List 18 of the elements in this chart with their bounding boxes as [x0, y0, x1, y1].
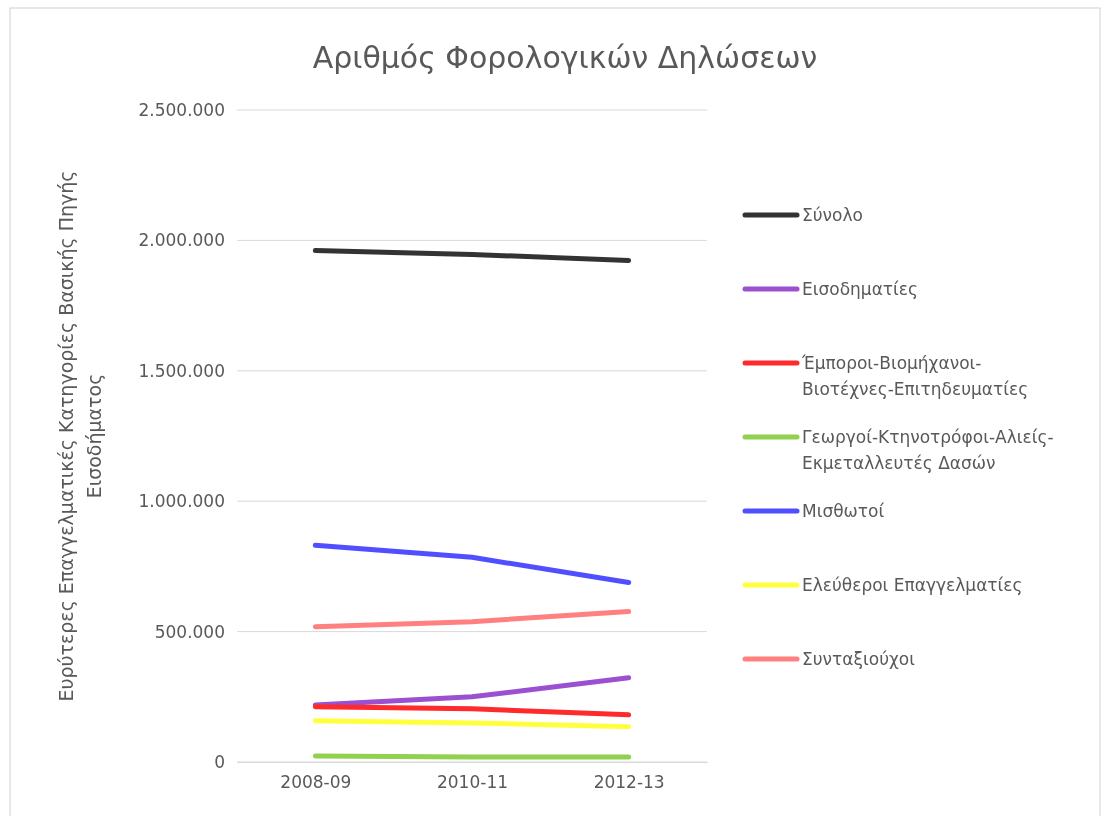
y-axis-title: Ευρύτερες Επαγγελματικές Κατηγορίες Βασικής Πηγής Εισοδήματος: [55, 170, 105, 702]
legend-label: Συνταξιούχοι: [802, 649, 916, 669]
legend-label: Έμποροι-Βιομήχανοι-Βιοτέχνες-Επιτηδευματίες: [801, 353, 1029, 399]
y-tick-label: 2.500.000: [138, 99, 225, 120]
legend-label: Εισοδηματίες: [802, 279, 919, 299]
y-tick-label: 2.000.000: [138, 230, 225, 251]
x-tick-label: 2010-11: [436, 772, 509, 793]
y-tick-label: 1.500.000: [138, 360, 225, 381]
legend-label: Ελεύθεροι Επαγγελματίες: [802, 575, 1023, 595]
y-tick-label: 500.000: [154, 621, 225, 642]
legend-label: Γεωργοί-Κτηνοτρόφοι-Αλιείς-Εκμεταλλευτές Δασών: [802, 427, 1054, 473]
y-tick-label: 1.000.000: [138, 491, 225, 512]
y-tick-label: 0: [214, 751, 225, 772]
x-tick-label: 2008-09: [280, 772, 352, 793]
legend-label: Σύνολο: [802, 205, 863, 225]
legend-label: Μισθωτοί: [802, 501, 885, 521]
x-tick-label: 2012-13: [593, 772, 665, 793]
chart-title: Αριθμός Φορολογικών Δηλώσεων: [312, 40, 818, 75]
